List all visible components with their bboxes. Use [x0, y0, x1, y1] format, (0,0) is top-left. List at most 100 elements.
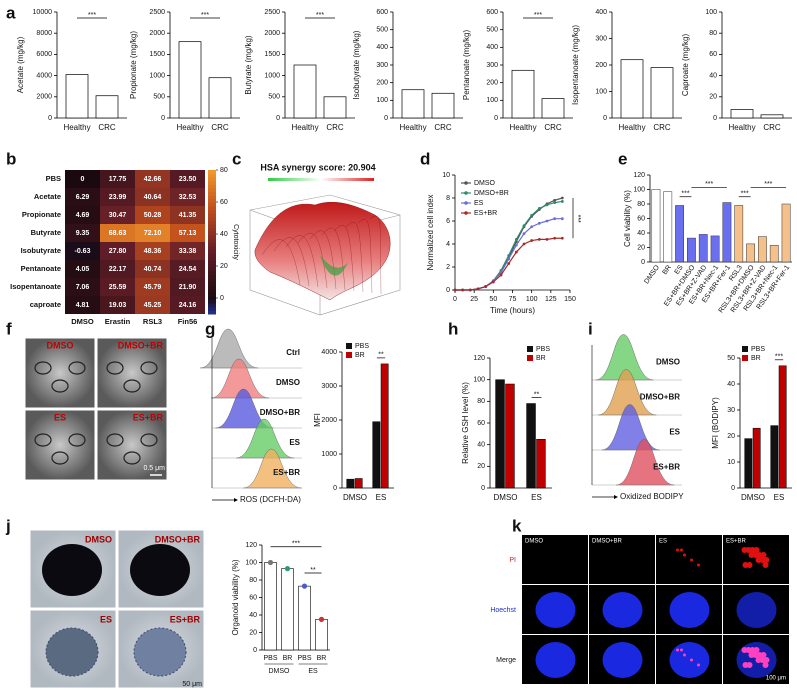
mean-bar [431, 92, 455, 119]
nucleus-signal [535, 592, 576, 628]
significance-label: *** [201, 12, 209, 19]
legend-label: PBS [355, 343, 369, 350]
heatmap-cell [65, 170, 100, 188]
y-tick-label: 500 [153, 94, 165, 101]
x-tick-label: CRC [98, 123, 116, 132]
x-tick-label: DMSO [741, 493, 765, 502]
x-tick-label: BR [317, 655, 327, 662]
histogram-label: ES+BR [653, 463, 680, 472]
bar [758, 236, 767, 263]
mean-bar [760, 114, 784, 119]
colorbar-step [208, 274, 216, 279]
heatmap-value: 30.47 [109, 212, 127, 219]
heatmap-cell [170, 260, 205, 278]
x-tick-label: BR [283, 655, 293, 662]
mean-bar [178, 41, 202, 119]
y-tick-label: 0 [276, 115, 280, 122]
row-label: Merge [496, 657, 516, 664]
heatmap-value: 32.53 [179, 194, 197, 201]
surface-grid [285, 235, 319, 288]
surface-grid [321, 227, 346, 291]
legend-marker [464, 201, 468, 205]
histogram [595, 334, 654, 381]
organelle [123, 379, 141, 393]
scale-label: 0.5 μm [143, 465, 165, 472]
y-axis-label: Acetate (mg/kg) [16, 36, 25, 93]
line-marker [522, 232, 526, 236]
heatmap-cell [170, 278, 205, 296]
colorbar-step [208, 278, 216, 283]
colorbar-step [208, 224, 216, 229]
y-tick-label: 200 [486, 80, 498, 87]
heatmap-cell [100, 206, 135, 224]
nucleus-signal [736, 592, 777, 628]
x-tick-label: 50 [489, 296, 497, 303]
legend-swatch [346, 343, 352, 349]
organoid [133, 627, 187, 677]
histogram-label: ES [289, 438, 300, 447]
y-axis-label: Relative GSH level (%) [461, 382, 470, 464]
y-tick-label: 400 [376, 44, 388, 51]
heatmap-row-label: Pentanoate [21, 264, 61, 273]
x-tick-label: CRC [544, 123, 562, 132]
y-tick-label: 50 [727, 355, 735, 362]
line-marker [514, 250, 518, 254]
heatmap-cell [170, 170, 205, 188]
heatmap-value: 4.05 [76, 266, 90, 273]
x-tick-label: 75 [509, 296, 517, 303]
y-tick-label: 10 [727, 459, 735, 466]
synergy-colorbar [268, 178, 374, 181]
colorbar-step [208, 177, 216, 182]
y-tick-label: 120 [245, 542, 257, 549]
heatmap-value: -0.63 [75, 248, 91, 255]
mean-bar [541, 98, 565, 119]
y-tick-label: 2000 [264, 30, 280, 37]
y-axis-label: Cell viability (%) [623, 190, 632, 247]
heatmap-cell [135, 296, 170, 314]
bar [769, 245, 779, 263]
heatmap-col-label: RSL3 [143, 317, 162, 326]
histogram-label: DMSO+BR [260, 408, 300, 417]
column-label: DMSO [525, 539, 543, 545]
significance-label: *** [681, 191, 689, 198]
pi-signal [690, 558, 693, 562]
colorbar-step [208, 234, 216, 239]
colorbar-step [208, 310, 216, 315]
y-tick-label: 120 [473, 355, 485, 362]
y-tick-label: 40 [709, 72, 717, 79]
heatmap-row-label: Isobutyrate [21, 246, 61, 255]
image-label: DMSO [85, 534, 112, 544]
y-tick-label: 8000 [36, 30, 52, 37]
legend-swatch [527, 346, 533, 352]
line-marker [499, 273, 503, 277]
nucleus-signal [602, 592, 643, 628]
heatmap-row-label: Propionate [22, 210, 61, 219]
heatmap-col-label: DMSO [71, 317, 94, 326]
heatmap-value: 9.35 [76, 230, 90, 237]
bar [752, 427, 761, 489]
heatmap-value: 33.38 [179, 248, 197, 255]
y-tick-label: 0 [446, 287, 450, 294]
pi-signal [697, 563, 700, 567]
image-label: ES+BR [170, 614, 201, 624]
heatmap-value: 4.81 [76, 302, 90, 309]
nucleus-signal [669, 592, 710, 628]
colorbar-step [208, 252, 216, 257]
heatmap-row-label: Isopentanoate [10, 282, 61, 291]
bar [315, 619, 328, 651]
x-axis-label: Time (hours) [490, 306, 535, 315]
pi-signal [683, 653, 686, 657]
bar [687, 237, 696, 263]
legend-label: BR [751, 355, 761, 362]
row-label: PI [509, 557, 516, 564]
bar [536, 439, 546, 489]
y-tick-label: 8 [446, 195, 450, 202]
row-label: Hoechst [490, 607, 516, 614]
y-tick-label: 400 [486, 44, 498, 51]
heatmap-cell [65, 206, 100, 224]
pi-signal [746, 662, 753, 668]
heatmap-value: 7.06 [76, 284, 90, 291]
mean-bar [730, 109, 754, 119]
x-tick-label: CRC [434, 123, 452, 132]
heatmap-col-label: Erastin [105, 317, 131, 326]
